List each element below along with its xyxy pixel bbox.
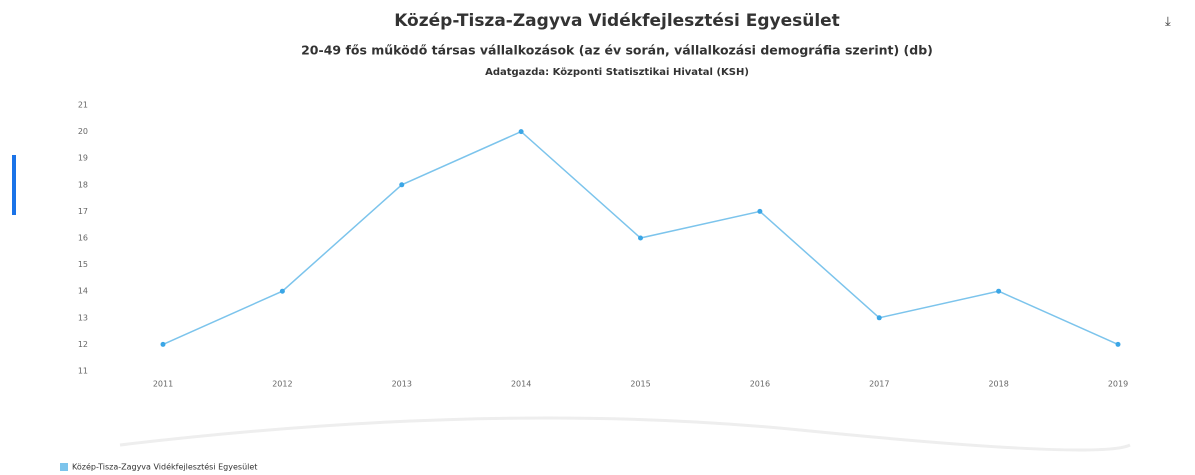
source: Adatgazda: Központi Statisztikai Hivatal… (485, 67, 749, 78)
y-tick-label: 14 (78, 287, 88, 296)
y-tick-label: 12 (78, 340, 88, 349)
point (160, 341, 166, 347)
x-tick-label: 2018 (988, 380, 1008, 389)
point (518, 129, 524, 135)
point (279, 288, 285, 294)
y-tick-label: 17 (78, 207, 88, 216)
x-tick-label: 2011 (153, 380, 173, 389)
y-tick-label: 20 (78, 127, 88, 136)
y-tick-label: 19 (78, 154, 88, 163)
x-tick-label: 2017 (869, 380, 889, 389)
y-tick-label: 18 (78, 180, 88, 189)
x-tick-label: 2019 (1108, 380, 1128, 389)
point (1115, 341, 1121, 347)
point (638, 235, 643, 241)
y-tick-label: 11 (78, 367, 88, 376)
chart-title: Közép-Tisza-Zagyva Vidékfejlesztési Egye… (394, 11, 840, 31)
point (996, 288, 1002, 294)
y-tick-label: 15 (78, 260, 88, 269)
x-tick-label: 2012 (272, 380, 292, 389)
x-tick-label: 2014 (511, 380, 531, 389)
download-icon[interactable]: ⤓ (1165, 15, 1171, 30)
y-tick-label: 16 (78, 234, 88, 243)
legend-swatch (60, 463, 68, 471)
x-tick-label: 2013 (392, 380, 412, 389)
x-tick-label: 2016 (750, 380, 770, 389)
point (399, 182, 405, 188)
y-tick-label: 13 (78, 313, 88, 322)
chart-subtitle: 20-49 fős működő társas vállalkozások (a… (301, 43, 933, 58)
navigator (119, 416, 1131, 452)
side-marker (12, 155, 16, 215)
y-tick-label: 21 (78, 101, 88, 110)
point (757, 208, 763, 214)
x-tick-label: 2015 (630, 380, 650, 389)
legend-label: Közép-Tisza-Zagyva Vidékfejlesztési Egye… (72, 462, 257, 472)
point (876, 315, 882, 321)
